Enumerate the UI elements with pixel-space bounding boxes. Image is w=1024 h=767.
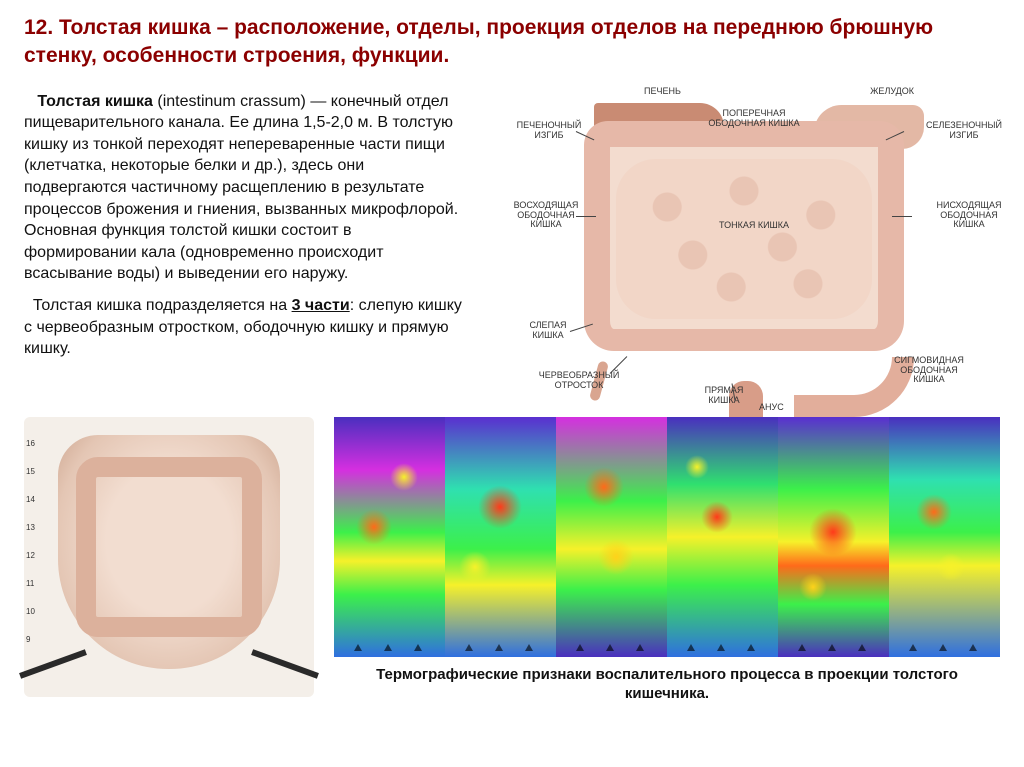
forceps-right — [251, 649, 319, 679]
label-descending: НИСХОДЯЩАЯ ОБОДОЧНАЯ КИШКА — [928, 201, 1010, 231]
thermo-marker — [414, 644, 422, 651]
thermo-marker — [939, 644, 947, 651]
thermo-panel — [556, 417, 667, 657]
thermo-marker — [687, 644, 695, 651]
paragraph-rest: — конечный отдел пищеварительного канала… — [24, 93, 458, 283]
thermo-hotspot — [584, 467, 624, 507]
label-small-intestine: ТОНКАЯ КИШКА — [719, 221, 789, 231]
thermography-strip — [334, 417, 1000, 657]
thermo-marker — [465, 644, 473, 651]
label-transverse: ПОПЕРЕЧНАЯ ОБОДОЧНАЯ КИШКА — [694, 109, 814, 129]
anatomy-diagram-column: ПЕЧЕНЬ ЖЕЛУДОК ПЕЧЕНОЧНЫЙ ИЗГИБ СЕЛЕЗЕНО… — [484, 91, 1000, 411]
label-ascending: ВОСХОДЯЩАЯ ОБОДОЧНАЯ КИШКА — [506, 201, 586, 231]
fig-number: 10 — [26, 607, 35, 616]
thermo-marker — [969, 644, 977, 651]
thermo-marker — [828, 644, 836, 651]
page-title: 12. Толстая кишка – расположение, отделы… — [0, 0, 1024, 79]
label-rectum: ПРЯМАЯ КИШКА — [694, 386, 754, 406]
thermo-hotspot — [937, 553, 965, 581]
thermo-marker — [717, 644, 725, 651]
label-liver: ПЕЧЕНЬ — [644, 87, 681, 97]
thermo-hotspot — [916, 494, 952, 530]
thermo-hotspot — [701, 501, 733, 533]
anatomy-diagram: ПЕЧЕНЬ ЖЕЛУДОК ПЕЧЕНОЧНЫЙ ИЗГИБ СЕЛЕЗЕНО… — [524, 91, 984, 411]
fig-number: 12 — [26, 551, 35, 560]
thermo-marker — [384, 644, 392, 651]
small-intestine-shape — [616, 159, 872, 319]
fig-number: 14 — [26, 495, 35, 504]
thermo-hotspot — [356, 509, 392, 545]
thermo-marker — [495, 644, 503, 651]
thermo-hotspot — [390, 463, 418, 491]
lead-line — [892, 216, 912, 217]
main-paragraph: Толстая кишка (intestinum crassum) — кон… — [24, 91, 464, 285]
thermo-panel — [667, 417, 778, 657]
fig-number: 13 — [26, 523, 35, 532]
thermo-marker — [636, 644, 644, 651]
thermo-hotspot — [685, 455, 709, 479]
thermo-marker — [747, 644, 755, 651]
thermo-marker — [798, 644, 806, 651]
thermo-panel — [778, 417, 889, 657]
thermo-hotspot — [459, 551, 491, 583]
forceps-left — [19, 649, 87, 679]
bottom-row: 16 15 14 13 12 11 10 9 Термографические … — [0, 417, 1024, 704]
thermo-marker — [909, 644, 917, 651]
anatomy-dissection-figure: 16 15 14 13 12 11 10 9 — [24, 417, 314, 697]
content-row: Толстая кишка (intestinum crassum) — кон… — [0, 79, 1024, 411]
thermography-caption: Термографические признаки воспалительног… — [334, 665, 1000, 704]
fig-number: 15 — [26, 467, 35, 476]
term-latin: (intestinum crassum) — [157, 93, 305, 110]
thermo-marker — [525, 644, 533, 651]
parts-pre: Толстая кишка подразделяется на — [33, 297, 292, 314]
fig-number: 11 — [26, 579, 34, 588]
label-hepatic-flexure: ПЕЧЕНОЧНЫЙ ИЗГИБ — [514, 121, 584, 141]
thermo-hotspot — [799, 573, 827, 601]
thermo-marker — [576, 644, 584, 651]
fig-number: 16 — [26, 439, 35, 448]
text-column: Толстая кишка (intestinum crassum) — кон… — [24, 91, 464, 411]
thermo-hotspot — [809, 508, 857, 556]
thermo-hotspot — [478, 485, 522, 529]
fig-number: 9 — [26, 635, 30, 644]
label-anus: АНУС — [759, 403, 784, 413]
label-stomach: ЖЕЛУДОК — [870, 87, 914, 97]
thermo-marker — [858, 644, 866, 651]
thermography-column: Термографические признаки воспалительног… — [334, 417, 1000, 704]
thermo-marker — [606, 644, 614, 651]
parts-bold: 3 части — [292, 297, 350, 314]
lead-line — [576, 216, 596, 217]
thermo-hotspot — [598, 539, 634, 575]
parts-paragraph: Толстая кишка подразделяется на 3 части:… — [24, 295, 464, 360]
label-splenic-flexure: СЕЛЕЗЕНОЧНЫЙ ИЗГИБ — [924, 121, 1004, 141]
thermo-panel — [334, 417, 445, 657]
thermo-marker — [354, 644, 362, 651]
term-bold: Толстая кишка — [37, 93, 153, 110]
thermo-panel — [889, 417, 1000, 657]
colon2-shape — [76, 457, 262, 637]
label-sigmoid: СИГМОВИДНАЯ ОБОДОЧНАЯ КИШКА — [884, 356, 974, 386]
thermo-panel — [445, 417, 556, 657]
